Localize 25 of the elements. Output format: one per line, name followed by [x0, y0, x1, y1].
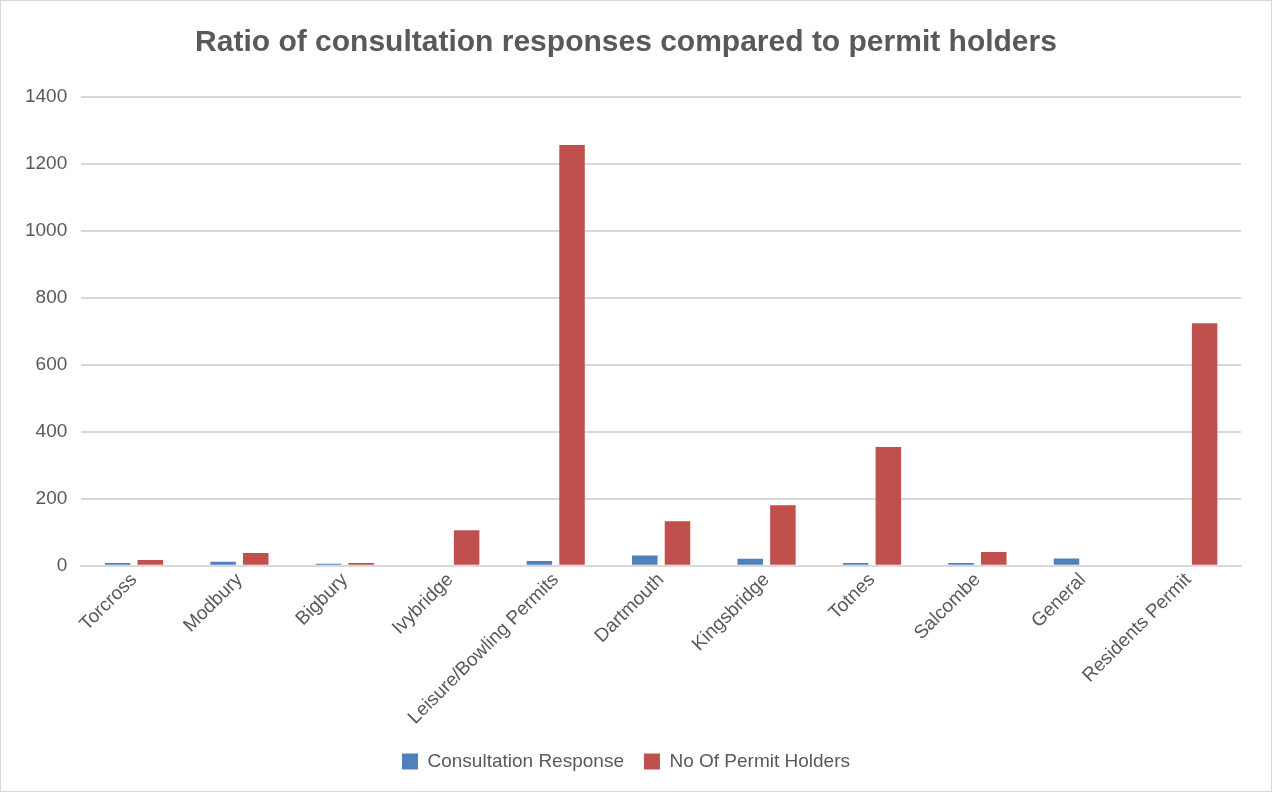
y-tick-label: 0 — [56, 554, 68, 575]
y-tick-label: 400 — [35, 420, 68, 442]
bar — [243, 553, 269, 565]
y-tick-label: 200 — [35, 487, 68, 509]
y-tick-label: 800 — [35, 286, 68, 308]
y-tick-label: 1000 — [24, 219, 68, 241]
y-tick-label: 600 — [35, 353, 68, 375]
bar — [559, 144, 585, 565]
bar — [453, 530, 480, 565]
bar — [1191, 323, 1218, 565]
bar — [632, 555, 658, 565]
bar — [137, 560, 164, 565]
bar — [737, 558, 763, 565]
bar — [664, 521, 691, 565]
bar — [981, 552, 1007, 565]
legend-label: No Of Permit Holders — [669, 749, 850, 771]
bar — [1053, 558, 1080, 565]
y-tick-label: 1400 — [24, 85, 68, 107]
y-tick-label: 1200 — [24, 152, 68, 174]
bar — [210, 561, 236, 565]
chart-title: Ratio of consultation responses compared to permit holders — [195, 24, 1057, 58]
bar — [875, 446, 902, 565]
bar — [770, 505, 796, 565]
legend-label: Consultation Response — [427, 749, 624, 771]
bar — [526, 561, 553, 565]
